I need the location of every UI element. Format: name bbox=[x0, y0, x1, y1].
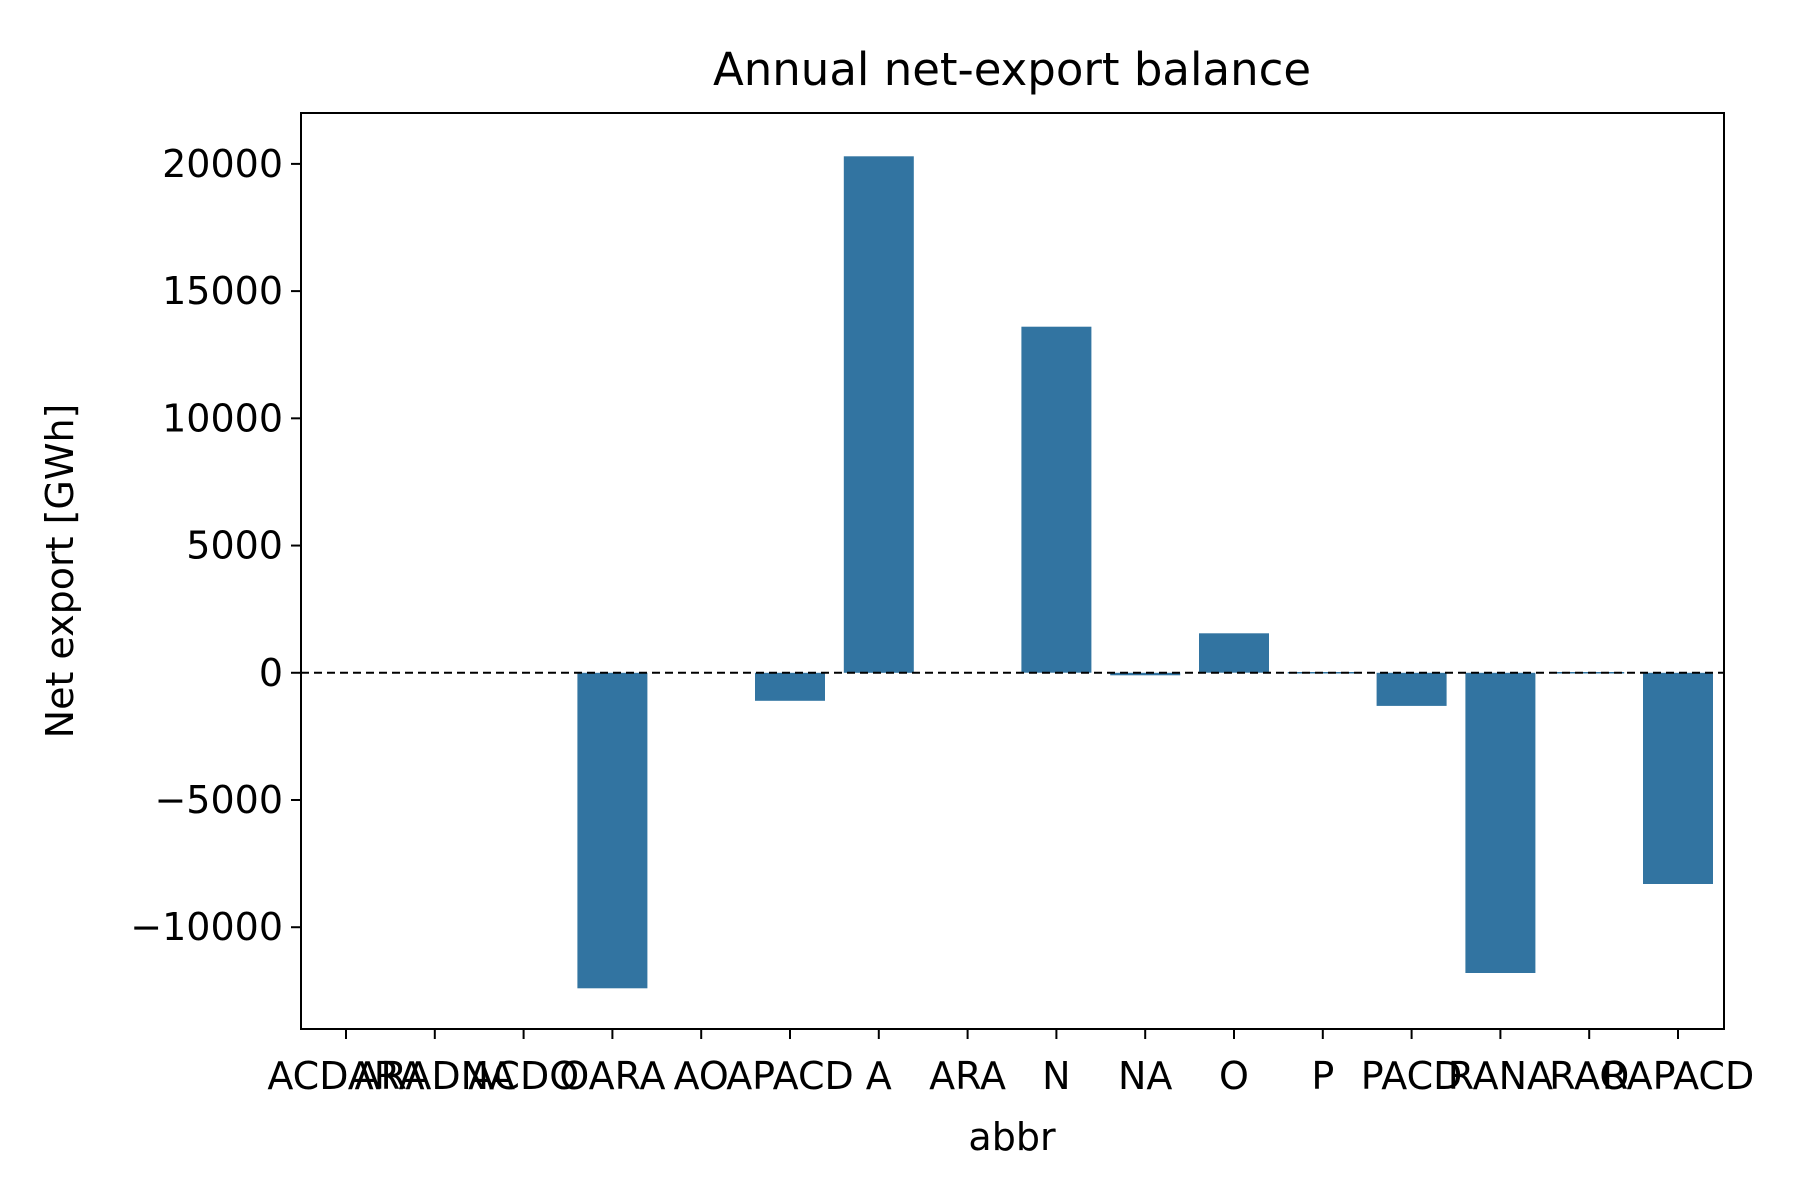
bar-na bbox=[1110, 672, 1181, 676]
x-tick-label-ara: ARA bbox=[929, 1054, 1006, 1098]
y-tick-label: −5000 bbox=[154, 778, 283, 822]
x-tick-label-a: A bbox=[866, 1054, 892, 1098]
x-tick-label-apacd: APACD bbox=[726, 1054, 854, 1098]
bar-a bbox=[843, 156, 914, 673]
x-axis-label: abbr bbox=[968, 1115, 1056, 1159]
bar-oara bbox=[577, 672, 648, 989]
x-tick-label-n: N bbox=[1042, 1054, 1070, 1098]
bar-pacd bbox=[1376, 672, 1447, 706]
bar-rana bbox=[1465, 672, 1536, 973]
y-tick-label: 10000 bbox=[162, 396, 283, 440]
bar-o bbox=[1199, 633, 1269, 673]
x-tick-label-rana: RANA bbox=[1448, 1054, 1553, 1098]
bar-n bbox=[1021, 326, 1092, 673]
y-axis-label: Net export [GWh] bbox=[38, 404, 82, 739]
x-tick-label-o: O bbox=[1219, 1054, 1249, 1098]
x-tick-label-rapacd: RAPACD bbox=[1602, 1054, 1754, 1098]
x-tick-label-acdara: ACDARA bbox=[267, 1054, 424, 1098]
x-tick-label-pacd: PACD bbox=[1361, 1054, 1463, 1098]
y-tick-label: 5000 bbox=[186, 524, 283, 568]
chart-title: Annual net-export balance bbox=[713, 43, 1311, 96]
x-tick-label-acdo: ACDO bbox=[468, 1054, 579, 1098]
x-tick-label-ao: AO bbox=[674, 1054, 729, 1098]
x-tick-label-p: P bbox=[1311, 1054, 1334, 1098]
y-tick-label: −10000 bbox=[130, 905, 283, 949]
plot-frame bbox=[300, 112, 1725, 1030]
y-tick-label: 15000 bbox=[162, 269, 283, 313]
x-tick-label-na: NA bbox=[1118, 1054, 1172, 1098]
y-tick-label: 0 bbox=[259, 651, 283, 695]
y-axis: −10000 −5000 0 5000 10000 15000 20000 bbox=[130, 142, 301, 949]
y-tick-label: 20000 bbox=[162, 142, 283, 186]
x-tick-label-aradna: ARADNA bbox=[355, 1054, 516, 1098]
bars-group bbox=[577, 156, 1713, 989]
bar-apacd bbox=[755, 672, 825, 701]
bar-rapacd bbox=[1643, 672, 1713, 884]
x-tick-label-oara: OARA bbox=[559, 1054, 665, 1098]
x-tick-label-rao: RAO bbox=[1549, 1054, 1629, 1098]
